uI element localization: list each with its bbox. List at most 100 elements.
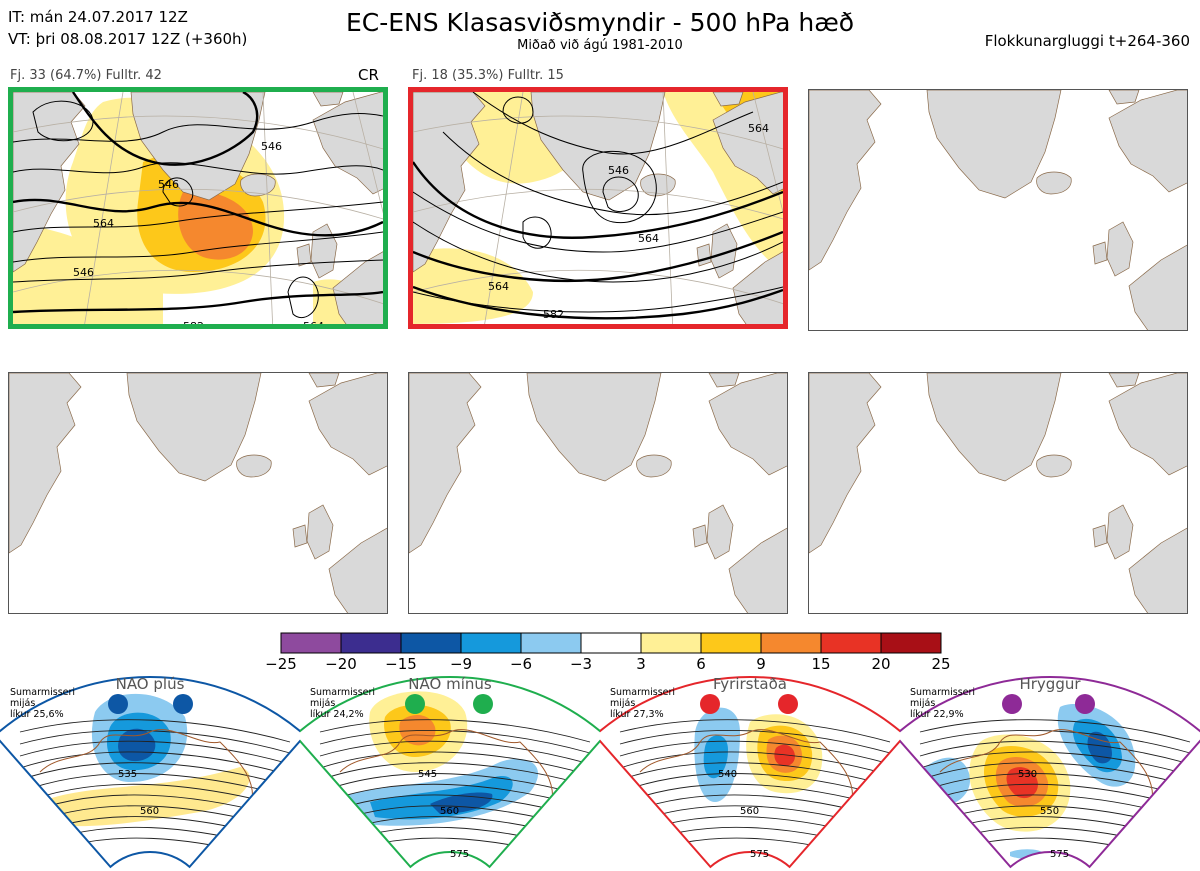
colorbar-tick-label: −20 [325, 655, 357, 673]
season-label: Sumarmisseri [310, 687, 376, 698]
landmass [1128, 527, 1187, 613]
page-title: EC-ENS Klasasviðsmyndir - 500 hPa hæð [345, 8, 855, 37]
cluster-map-2[interactable]: 546 564 564 582 564 [408, 87, 788, 329]
landmass [926, 90, 1062, 199]
landmass [296, 243, 312, 267]
regime-frame [300, 676, 600, 869]
contour-label: 564 [488, 280, 509, 293]
contour-line [19, 762, 291, 787]
contour-line [919, 719, 1191, 743]
landmass [1108, 90, 1187, 193]
contour-line [619, 740, 891, 765]
contour-line [19, 773, 291, 798]
landmass [526, 373, 662, 482]
regime-blocking: 540 560 575 Sumarmisseri mijás líkur 27,3%… [600, 672, 900, 871]
contour-line-thick [13, 290, 383, 314]
meridian-line [352, 92, 383, 214]
latitude-line [413, 269, 783, 305]
cluster-map-1-plot: 564 546 546 546 582 564 [13, 92, 383, 324]
anomaly-fill [413, 248, 533, 324]
valid-time: VT: þri 08.08.2017 12Z (+360h) [8, 30, 248, 48]
landmass [1092, 241, 1108, 265]
contour-line [619, 762, 891, 787]
height-contours [413, 92, 783, 320]
landmass [1036, 454, 1072, 478]
landmass [312, 92, 383, 195]
contour-label: 564 [748, 122, 769, 135]
landmass [636, 454, 672, 478]
regime-marker-dot [173, 694, 193, 714]
landmass [1036, 171, 1072, 195]
regime-info: Sumarmisseri mijás líkur 27,3% [610, 687, 675, 720]
latitude-line [13, 188, 383, 220]
cluster-map-1[interactable]: 564 546 546 546 582 564 [8, 87, 388, 329]
anomaly-fill [178, 191, 253, 260]
contour-line [602, 176, 639, 212]
mean-label: mijás [10, 698, 36, 709]
contour-line [582, 150, 657, 224]
mean-label: mijás [310, 698, 336, 709]
contour-line [413, 191, 783, 253]
regime-map: 535 560 [0, 676, 300, 869]
latitude-line [413, 115, 783, 150]
landmass [1108, 90, 1140, 105]
cluster-map-3[interactable] [808, 89, 1188, 331]
colorbar-tick-label: 3 [636, 655, 646, 673]
colorbar-tick-label: 9 [756, 655, 766, 673]
probability-label: líkur 24,2% [310, 709, 364, 720]
contour-line [13, 162, 383, 175]
landmass [236, 454, 272, 478]
landmass [708, 373, 787, 476]
anomaly-fill [13, 222, 163, 324]
contour-line [919, 762, 1191, 787]
anomaly-fill [430, 792, 493, 814]
landmass [1106, 221, 1134, 277]
height-contours [13, 92, 383, 319]
meridian-line [484, 92, 524, 324]
contour-line [287, 276, 319, 319]
land-masses [809, 90, 1187, 330]
landmass [332, 251, 383, 324]
regime-title: NAO mínus [408, 675, 492, 693]
landmass [306, 504, 334, 560]
contour-line-thick [72, 92, 259, 166]
landmass [732, 251, 783, 324]
contour-line [319, 773, 591, 798]
contour-line [919, 773, 1191, 798]
panel-1-label: Fj. 33 (64.7%) Fulltr. 42 [10, 68, 162, 83]
contour-label: 540 [718, 769, 737, 780]
cluster-map-4[interactable] [8, 372, 388, 614]
contour-label: 575 [750, 849, 769, 860]
landmass [712, 92, 783, 195]
colorbar-segment [700, 632, 762, 654]
contour-line [319, 762, 591, 787]
meridian-line [84, 92, 124, 324]
colorbar-segment [580, 632, 642, 654]
colorbar-tick-label: 25 [931, 655, 951, 673]
colorbar-tick-label: 15 [811, 655, 831, 673]
landmass [712, 92, 744, 107]
contour-line [13, 201, 383, 233]
contour-label: 546 [158, 178, 179, 191]
cluster-map-2-plot: 546 564 564 582 564 [413, 92, 783, 324]
empty-map-plot [409, 373, 787, 613]
land-masses [9, 373, 387, 613]
landmass [1128, 244, 1187, 330]
landmass [640, 173, 676, 197]
regime-marker-dot [1075, 694, 1095, 714]
landmass [809, 373, 882, 554]
contour-line [19, 740, 291, 765]
contour-label: 575 [450, 849, 469, 860]
anomaly-fill [703, 735, 728, 779]
season-label: Sumarmisseri [10, 687, 76, 698]
contour-label: 564 [93, 217, 114, 230]
cluster-map-6[interactable] [808, 372, 1188, 614]
regime-title: Fyrirstaða [713, 675, 787, 693]
contour-line [319, 719, 591, 743]
landmass [1092, 524, 1108, 548]
mean-label: mijás [910, 698, 936, 709]
landmass [292, 524, 308, 548]
cluster-map-5[interactable] [408, 372, 788, 614]
colorbar-tick-label: −25 [265, 655, 297, 673]
colorbar-segment [460, 632, 522, 654]
